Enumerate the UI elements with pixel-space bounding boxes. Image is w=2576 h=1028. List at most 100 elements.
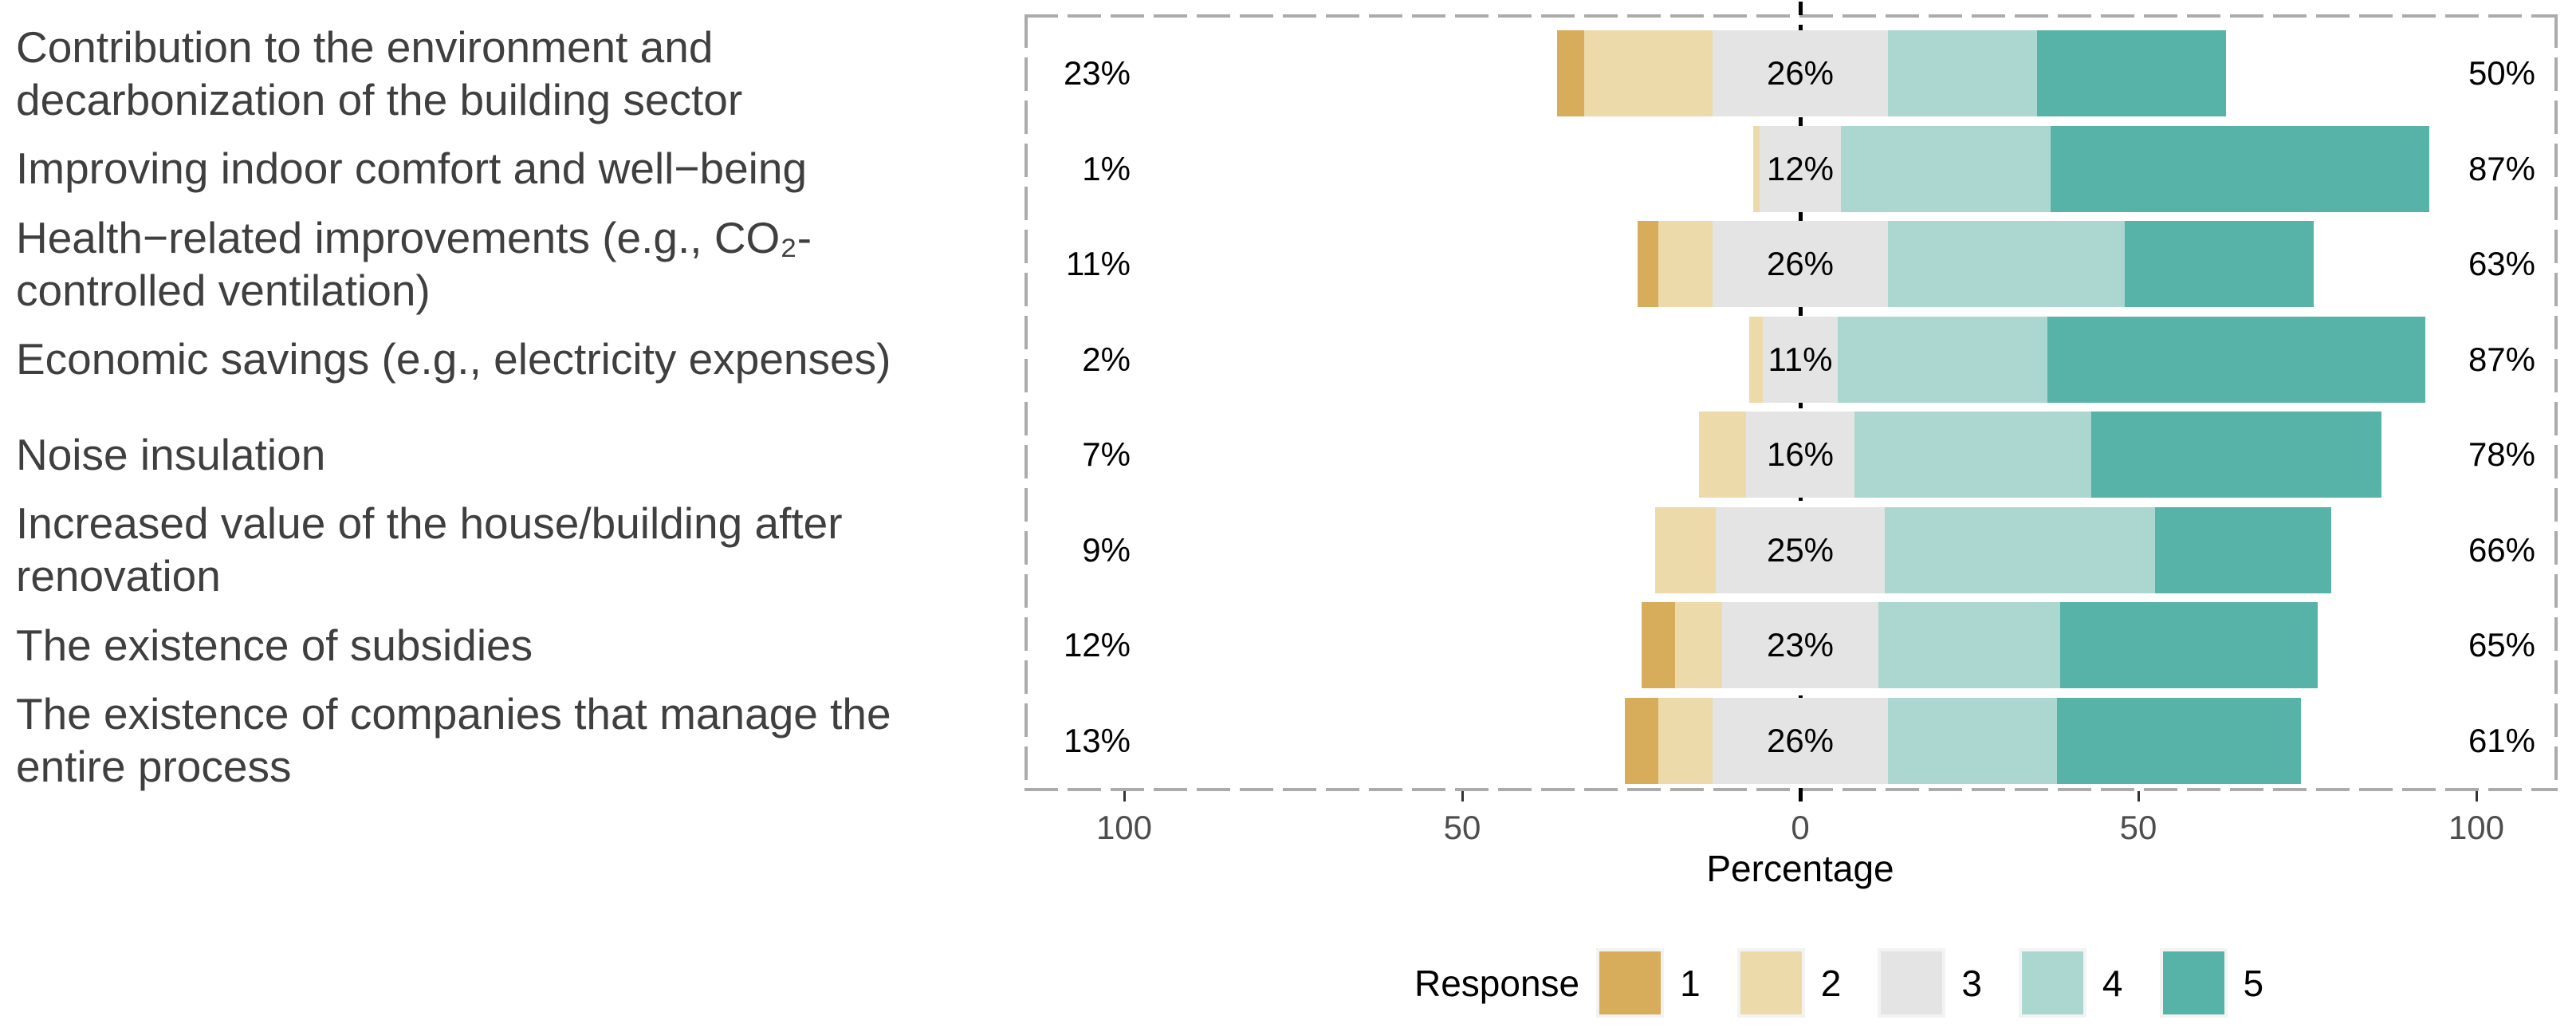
- legend-label: 4: [2102, 962, 2123, 1004]
- neutral-total-label: 16%: [1766, 435, 1835, 473]
- category-label: Health−related improvements (e.g., CO₂-c…: [16, 212, 812, 315]
- negative-total-label: 13%: [1063, 721, 1131, 759]
- bar-row: 9% 25% 66%: [1025, 506, 2558, 593]
- category-label: The existence of companies that manage t…: [16, 689, 891, 792]
- positive-total-label: 87%: [2468, 149, 2535, 187]
- x-axis-tick: [2137, 791, 2140, 802]
- x-axis-tick: [2475, 791, 2478, 802]
- x-axis-tick-label: 0: [1791, 809, 1810, 846]
- neutral-total-label: 26%: [1766, 54, 1835, 92]
- bar-row: 12% 23% 65%: [1025, 602, 2558, 688]
- bar-segment-response-4: [1854, 412, 2091, 498]
- x-axis-tick-label: 100: [1095, 809, 1153, 846]
- bar-segment-response-3: [1722, 602, 1878, 688]
- bar-segment-response-5: [2036, 30, 2227, 116]
- bar-segment-response-2: [1658, 221, 1713, 307]
- panel-border-top: [1025, 14, 2558, 18]
- bar-segment-response-4: [1837, 316, 2047, 403]
- panel-border-bottom: [1025, 788, 2558, 791]
- bar-segment-response-4: [1885, 506, 2156, 593]
- category-label-column: Contribution to the environment and deca…: [0, 22, 1025, 792]
- x-axis-tick: [1123, 791, 1126, 802]
- bar-segment-response-1: [1641, 602, 1676, 688]
- category-label: Improving indoor comfort and well−being: [16, 144, 808, 194]
- bar-segment-response-5: [2090, 412, 2382, 498]
- panel-border-right: [2554, 14, 2558, 791]
- bar-segment-response-3: [1746, 412, 1854, 498]
- x-axis-tick-label: 100: [2448, 809, 2505, 846]
- legend-item-response-4: 4: [2018, 948, 2163, 1018]
- panel-border-left: [1025, 14, 1028, 791]
- positive-total-label: 63%: [2468, 245, 2535, 282]
- bar-segment-response-5: [2047, 316, 2426, 403]
- bar-segment-response-1: [1556, 30, 1584, 116]
- bar-segment-response-2: [1654, 506, 1716, 593]
- neutral-total-label: 26%: [1766, 245, 1835, 282]
- bar-segment-response-2: [1583, 30, 1713, 116]
- category-label: The existence of subsidies: [16, 620, 533, 670]
- bar-row: 2% 11% 87%: [1025, 316, 2558, 403]
- legend-label: 3: [1961, 962, 1982, 1004]
- x-axis-title: Percentage: [1706, 848, 1894, 889]
- bar-segment-response-4: [1888, 30, 2037, 116]
- positive-total-label: 50%: [2468, 54, 2535, 92]
- category-label: Noise insulation: [16, 429, 326, 479]
- bar-segment-response-3: [1763, 316, 1838, 403]
- plot-panel: 23% 26% 50% 1% 12% 87% 11% 26% 63% 2% 11% 87% 7% 16% 7…: [1025, 2, 2558, 804]
- bar-segment-response-5: [2057, 697, 2301, 784]
- neutral-total-label: 11%: [1768, 340, 1833, 378]
- bar-segment-response-5: [2125, 221, 2314, 307]
- category-label: Economic savings (e.g., electricity expe…: [16, 334, 891, 384]
- legend: Response 1 2 3 4 5: [1414, 948, 2304, 1018]
- zero-baseline: [1799, 2, 1803, 804]
- bar-row: 1% 12% 87%: [1025, 125, 2558, 212]
- bar-row: 23% 26% 50%: [1025, 30, 2558, 116]
- positive-total-label: 66%: [2468, 530, 2535, 569]
- bar-segment-response-4: [1840, 125, 2051, 212]
- negative-total-label: 11%: [1066, 245, 1131, 282]
- bar-segment-response-5: [2050, 125, 2429, 212]
- neutral-total-label: 12%: [1766, 149, 1835, 187]
- x-axis-tick-label: 50: [1443, 809, 1481, 846]
- legend-item-response-3: 3: [1878, 948, 2022, 1018]
- neutral-total-label: 26%: [1766, 721, 1835, 759]
- negative-total-label: 7%: [1082, 435, 1131, 473]
- bar-segment-response-2: [1749, 316, 1764, 403]
- bar-segment-response-1: [1624, 697, 1658, 784]
- bar-segment-response-3: [1716, 506, 1885, 593]
- bar-segment-response-3: [1712, 221, 1889, 307]
- bar-segment-response-4: [1888, 697, 2058, 784]
- bar-segment-response-3: [1712, 697, 1889, 784]
- bar-row: 7% 16% 78%: [1025, 412, 2558, 498]
- legend-swatch: [2018, 948, 2086, 1018]
- bar-segment-response-5: [2060, 602, 2318, 688]
- x-axis-tick-label: 50: [2119, 809, 2157, 846]
- positive-total-label: 87%: [2468, 340, 2535, 378]
- bar-row: 11% 26% 63%: [1025, 221, 2558, 307]
- legend-item-response-1: 1: [1596, 948, 1740, 1018]
- bar-segment-response-2: [1752, 125, 1760, 212]
- x-axis-tick: [1461, 791, 1464, 802]
- bar-row: 13% 26% 61%: [1025, 697, 2558, 784]
- bar-segment-response-5: [2155, 506, 2331, 593]
- legend-label: 1: [1680, 962, 1701, 1004]
- positive-total-label: 65%: [2468, 626, 2535, 664]
- bar-segment-response-4: [1888, 221, 2126, 307]
- negative-total-label: 9%: [1082, 530, 1131, 569]
- negative-total-label: 23%: [1063, 54, 1131, 92]
- legend-item-response-2: 2: [1736, 948, 1882, 1018]
- positive-total-label: 78%: [2468, 435, 2535, 473]
- bar-segment-response-3: [1760, 125, 1841, 212]
- legend-swatch: [1878, 948, 1946, 1018]
- negative-total-label: 2%: [1082, 340, 1131, 378]
- legend-swatch: [1596, 948, 1665, 1018]
- legend-title: Response: [1414, 962, 1580, 1004]
- bar-segment-response-2: [1698, 412, 1747, 498]
- legend-label: 5: [2243, 962, 2264, 1004]
- negative-total-label: 12%: [1063, 626, 1131, 664]
- legend-item-response-5: 5: [2159, 948, 2304, 1018]
- bar-segment-response-1: [1638, 221, 1658, 307]
- legend-label: 2: [1820, 962, 1842, 1004]
- legend-swatch: [1736, 948, 1805, 1018]
